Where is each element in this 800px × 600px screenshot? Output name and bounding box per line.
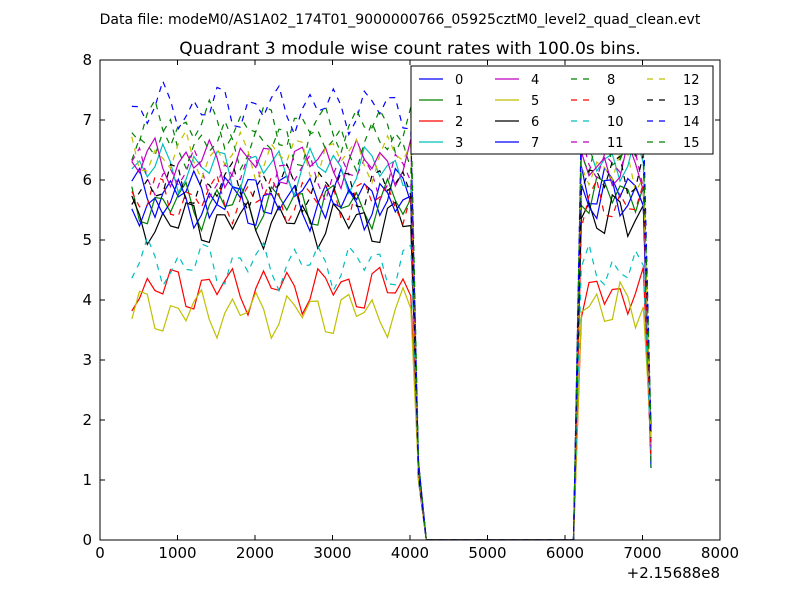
legend-label-2: 2 (455, 115, 463, 130)
series-line-9 (131, 173, 652, 540)
legend-label-4: 4 (531, 73, 539, 88)
x-tick-label: 1000 (158, 544, 196, 562)
figure-suptitle: Data file: modeM0/AS1A02_174T01_90000007… (100, 12, 701, 28)
x-tick-label: 5000 (468, 544, 506, 562)
y-tick-label: 8 (82, 51, 92, 69)
x-tick-label: 3000 (313, 544, 351, 562)
x-tick-label: 4000 (391, 544, 429, 562)
series-line-4 (131, 136, 652, 540)
legend-label-15: 15 (683, 136, 700, 151)
series-line-15 (131, 98, 652, 540)
y-tick-label: 6 (82, 171, 92, 189)
x-tick-label: 7000 (623, 544, 661, 562)
series-line-12 (131, 129, 652, 540)
legend-label-1: 1 (455, 94, 463, 109)
legend-label-10: 10 (607, 115, 624, 130)
x-offset-label: +2.15688e8 (627, 564, 720, 582)
legend-label-7: 7 (531, 136, 539, 151)
y-tick-label: 7 (82, 111, 92, 129)
x-tick-label: 0 (95, 544, 105, 562)
y-tick-label: 2 (82, 411, 92, 429)
legend-label-13: 13 (683, 94, 700, 109)
x-tick-label: 6000 (546, 544, 584, 562)
x-tick-label: 8000 (701, 544, 739, 562)
y-tick-label: 5 (82, 231, 92, 249)
chart-title: Quadrant 3 module wise count rates with … (179, 39, 640, 59)
legend-frame (410, 65, 714, 155)
series-line-1 (131, 175, 652, 540)
legend-label-0: 0 (455, 73, 463, 88)
series-line-2 (131, 266, 652, 540)
series-line-10 (131, 235, 652, 540)
legend-label-3: 3 (455, 136, 463, 151)
series-line-5 (131, 280, 652, 540)
series-line-7 (131, 177, 652, 540)
ticks-layer: 0 1000 2000 3000 4000 5000 6000 7000 80000123456… (82, 51, 739, 562)
y-tick-label: 0 (82, 531, 92, 549)
series-line-6 (131, 193, 652, 540)
legend-label-8: 8 (607, 73, 615, 88)
x-tick-label: 2000 (236, 544, 274, 562)
legend-label-12: 12 (683, 73, 700, 88)
series-line-0 (131, 165, 652, 540)
legend-label-9: 9 (607, 94, 615, 109)
y-tick-label: 1 (82, 471, 92, 489)
series-line-13 (131, 153, 652, 540)
legend-label-11: 11 (607, 136, 624, 151)
series-line-11 (131, 135, 652, 540)
legend-label-5: 5 (531, 94, 539, 109)
legend-label-14: 14 (683, 115, 700, 130)
y-tick-label: 3 (82, 351, 92, 369)
series-layer (131, 79, 652, 540)
legend-label-6: 6 (531, 115, 539, 130)
y-tick-label: 4 (82, 291, 92, 309)
